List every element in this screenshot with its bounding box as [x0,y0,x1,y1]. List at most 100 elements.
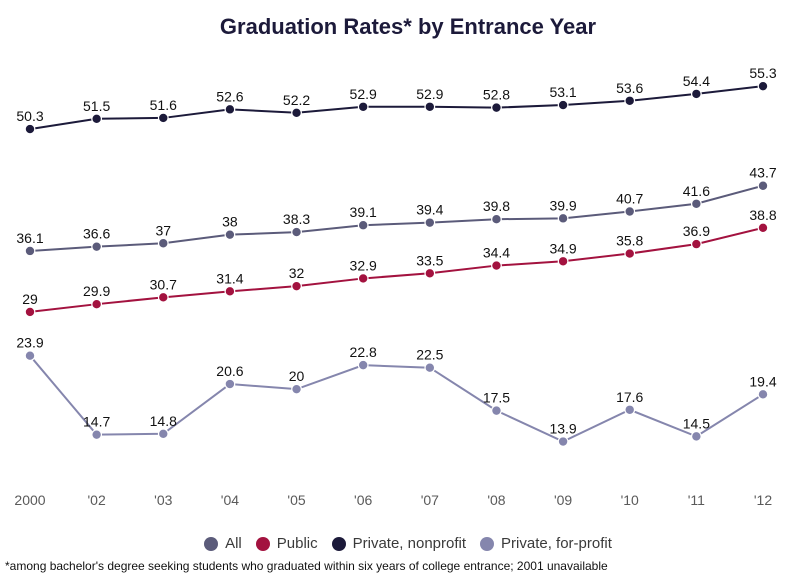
data-point[interactable] [757,80,769,92]
data-point[interactable] [624,404,636,416]
series-private-for-profit: 23.9 14.7 14.8 20.6 20 22.8 22.5 17.5 13.9 17.6 14… [16,335,777,447]
data-label: 19.4 [749,373,776,389]
series-line [29,355,764,443]
data-label: 52.2 [283,92,310,108]
data-label: 14.5 [683,415,710,431]
data-label: 52.8 [483,87,510,103]
data-label: 51.5 [83,98,110,114]
x-tick-label: '05 [287,492,305,508]
data-point[interactable] [24,306,36,318]
series-public: 29 29.9 30.7 31.4 32 32.9 33.5 34.4 34.9 35.8 36.9… [22,207,777,318]
series-private-nonprofit: 50.3 51.5 51.6 52.6 52.2 52.9 52.9 52.8 53.1 53.6… [16,65,777,135]
data-point[interactable] [757,180,769,192]
data-point[interactable] [424,267,436,279]
data-point[interactable] [224,103,236,115]
legend-label: Private, nonprofit [352,535,467,552]
data-point[interactable] [91,298,103,310]
data-point[interactable] [24,123,36,135]
data-point[interactable] [557,99,569,111]
data-point[interactable] [491,213,502,225]
data-label: 55.3 [749,65,776,81]
data-label: 22.5 [416,347,443,363]
data-point[interactable] [690,88,702,100]
data-point[interactable] [424,217,436,229]
data-label: 41.6 [683,183,710,199]
data-label: 52.6 [216,88,243,104]
data-point[interactable] [157,112,169,124]
data-point[interactable] [624,206,636,217]
data-point[interactable] [491,102,502,114]
data-point[interactable] [157,291,169,303]
data-point[interactable] [357,273,369,284]
data-point[interactable] [357,101,369,113]
data-point[interactable] [291,280,302,292]
data-point[interactable] [291,226,302,238]
legend-swatch [204,536,219,551]
data-point[interactable] [557,212,569,224]
legend-label: Public [276,535,318,552]
data-point[interactable] [24,350,36,362]
series-line [29,184,764,252]
data-point[interactable] [491,260,502,271]
x-tick-label: '08 [487,492,505,508]
data-point[interactable] [624,248,636,259]
data-point[interactable] [224,378,236,390]
data-point[interactable] [91,113,103,125]
data-point[interactable] [690,238,702,250]
data-point[interactable] [624,95,636,107]
data-label: 50.3 [16,108,43,124]
data-label: 29.9 [83,283,110,299]
data-point[interactable] [91,429,103,441]
data-point[interactable] [424,101,436,113]
legend-item[interactable]: Private, for-profit [480,535,612,552]
data-point[interactable] [157,237,169,249]
data-label: 52.9 [416,86,443,102]
data-point[interactable] [690,430,702,442]
series-line [29,85,764,131]
data-label: 39.9 [549,197,576,213]
legend-label: Private, for-profit [501,535,612,552]
data-point[interactable] [224,229,236,241]
legend-item[interactable]: All [204,535,242,552]
x-tick-label: '03 [154,492,172,508]
data-label: 38.8 [749,207,776,223]
legend-swatch [331,536,346,551]
footnote: *among bachelor's degree seeking student… [5,559,608,573]
x-tick-label: 2000 [14,492,45,508]
data-label: 32.9 [350,257,377,273]
data-point[interactable] [24,245,36,257]
data-point[interactable] [757,222,769,234]
data-label: 43.7 [749,165,776,181]
data-point[interactable] [291,383,302,395]
data-point[interactable] [357,219,369,231]
data-label: 22.8 [350,344,377,360]
data-point[interactable] [424,362,436,374]
data-point[interactable] [224,285,236,297]
x-tick-label: '11 [688,492,705,508]
data-point[interactable] [557,255,569,267]
data-label: 34.9 [549,240,576,256]
data-label: 34.4 [483,245,510,261]
data-point[interactable] [157,428,169,440]
data-point[interactable] [757,388,769,400]
data-point[interactable] [357,359,369,371]
data-label: 36.9 [683,223,710,239]
data-point[interactable] [291,107,302,119]
legend-swatch [480,536,495,551]
line-chart: 2000 '02 '03 '04 '05 '06 '07 '08 '09 '10 '11 '12 36.… [14,65,777,508]
data-label: 52.9 [350,86,377,102]
data-point[interactable] [557,436,569,447]
data-point[interactable] [690,198,702,210]
data-point[interactable] [91,241,103,253]
data-point[interactable] [491,405,502,417]
legend-item[interactable]: Public [255,535,318,552]
data-label: 32 [289,265,305,281]
legend: All Public Private, nonprofit Private, for-… [0,535,800,552]
x-tick-label: '06 [354,492,372,508]
series-all: 36.1 36.6 37 38 38.3 39.1 39.4 39.8 39.9 40.7 41.6… [16,165,777,257]
data-label: 36.6 [83,226,110,242]
chart-title: Graduation Rates* by Entrance Year [219,14,597,39]
data-label: 33.5 [416,252,443,268]
legend-item[interactable]: Private, nonprofit [331,535,467,552]
data-label: 17.5 [483,390,510,406]
